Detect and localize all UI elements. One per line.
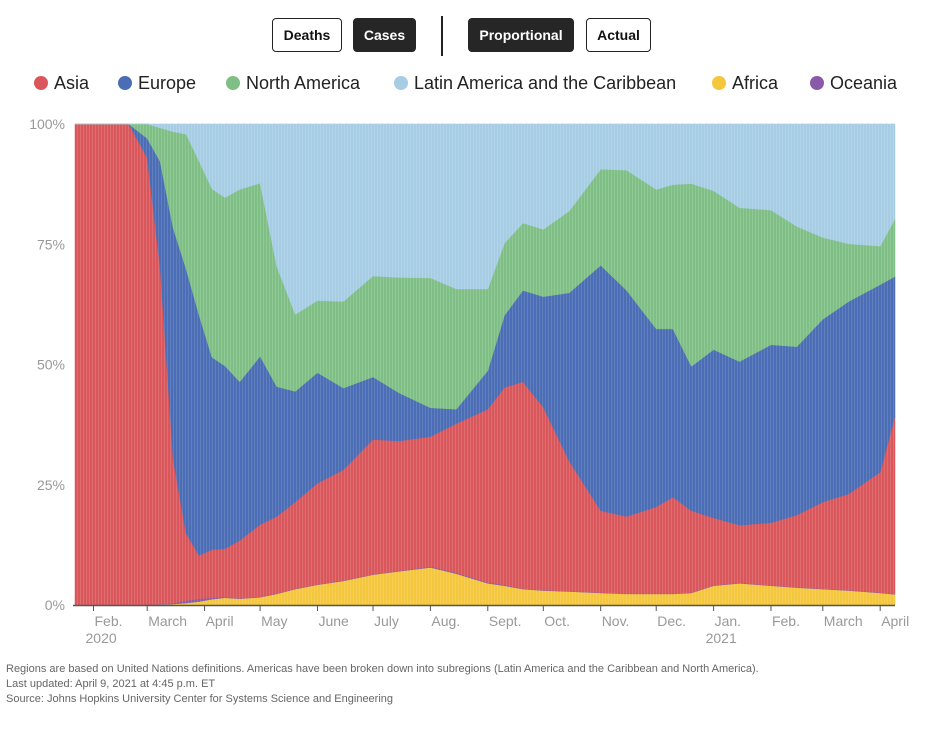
- legend-label-asia: Asia: [54, 72, 90, 93]
- legend-item-asia: Asia: [34, 72, 89, 94]
- legend-swatch-latin-america: [394, 76, 408, 90]
- x-tick-label: Feb.: [95, 613, 123, 629]
- legend-item-oceania: Oceania: [810, 72, 897, 94]
- x-tick-label: July: [374, 613, 399, 629]
- legend-label-north-america: North America: [246, 72, 361, 93]
- note-definitions: Regions are based on United Nations defi…: [6, 663, 759, 675]
- actual-toggle-button[interactable]: Actual: [586, 18, 651, 52]
- x-tick-year-label: 2020: [86, 630, 117, 646]
- y-tick-label: 100%: [29, 116, 65, 132]
- x-tick-label: Jan.: [715, 613, 741, 629]
- x-tick-label: April: [881, 613, 909, 629]
- note-source: Source: Johns Hopkins University Center …: [6, 693, 394, 705]
- x-tick-label: March: [824, 613, 863, 629]
- legend-item-africa: Africa: [712, 72, 778, 94]
- x-tick-label: Oct.: [544, 613, 570, 629]
- legend-item-europe: Europe: [118, 72, 196, 94]
- x-tick-label: Nov.: [602, 613, 630, 629]
- proportional-toggle-button[interactable]: Proportional: [468, 18, 574, 52]
- x-tick-label: March: [148, 613, 187, 629]
- cases-toggle-button[interactable]: Cases: [353, 18, 416, 52]
- x-tick-label: Dec.: [657, 613, 686, 629]
- x-tick-label: June: [318, 613, 349, 629]
- legend-swatch-africa: [712, 76, 726, 90]
- deaths-toggle-button[interactable]: Deaths: [272, 18, 342, 52]
- y-tick-label: 0%: [45, 597, 65, 613]
- legend-swatch-asia: [34, 76, 48, 90]
- x-tick-label: Aug.: [431, 613, 460, 629]
- legend-item-latin-america: Latin America and the Caribbean: [394, 72, 676, 94]
- legend-label-africa: Africa: [732, 72, 779, 93]
- y-tick-label: 75%: [37, 236, 65, 252]
- legend-swatch-europe: [118, 76, 132, 90]
- legend-label-latin-america: Latin America and the Caribbean: [414, 72, 677, 93]
- legend-swatch-oceania: [810, 76, 824, 90]
- legend-label-europe: Europe: [138, 72, 197, 93]
- y-tick-label: 50%: [37, 357, 65, 373]
- x-tick-label: Feb.: [772, 613, 800, 629]
- view-toggles: Deaths Cases Proportional Actual: [0, 16, 928, 56]
- note-last-updated: Last updated: April 9, 2021 at 4:45 p.m.…: [6, 678, 216, 690]
- legend-swatch-north-america: [226, 76, 240, 90]
- y-tick-label: 25%: [37, 477, 65, 493]
- chart-notes: Regions are based on United Nations defi…: [6, 662, 916, 707]
- legend-label-oceania: Oceania: [830, 72, 898, 93]
- x-tick-label: May: [261, 613, 287, 629]
- x-tick-year-label: 2021: [706, 630, 737, 646]
- x-tick-label: April: [206, 613, 234, 629]
- toggle-separator: [441, 16, 443, 56]
- legend-item-north-america: North America: [226, 72, 360, 94]
- x-tick-label: Sept.: [489, 613, 522, 629]
- bar-texture-overlay: [75, 124, 895, 605]
- y-axis-labels: 0% 25% 50% 75% 100%: [29, 116, 65, 613]
